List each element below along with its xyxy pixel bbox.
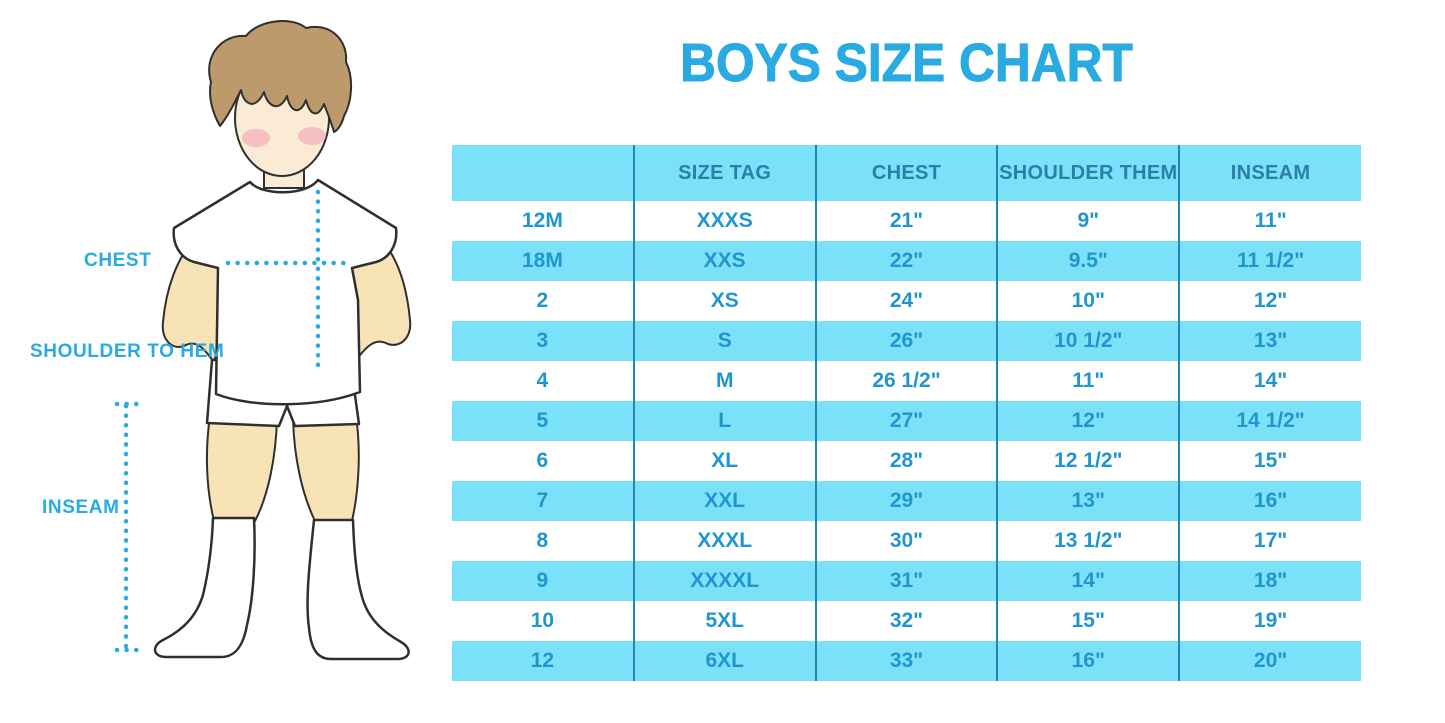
table-cell: 13"	[996, 481, 1180, 521]
table-row: 9 XXXXL 31" 14" 18"	[452, 561, 1361, 601]
table-cell: 9.5"	[996, 241, 1180, 281]
table-cell: XXXS	[632, 201, 816, 241]
table-cell: 14"	[1178, 361, 1361, 401]
boy-figure	[153, 20, 412, 661]
table-cell: 2	[536, 289, 549, 312]
table-cell: 13 1/2"	[996, 521, 1180, 561]
boy-sock-left	[153, 516, 256, 659]
table-row: 5 L 27" 12" 14 1/2"	[452, 401, 1361, 441]
table-cell: 12M	[521, 209, 563, 232]
table-cell: XXXL	[632, 521, 816, 561]
header-cell	[452, 145, 634, 201]
table-cell: 13"	[1178, 321, 1361, 361]
table-row: 10 5XL 32" 15" 19"	[452, 601, 1361, 641]
table-cell: 11"	[1178, 201, 1361, 241]
table-cell: 5	[536, 409, 549, 432]
size-chart-table: SIZE TAG CHEST SHOULDER THEM INSEAM 12M XXXS…	[452, 145, 1361, 681]
table-cell: 11"	[996, 361, 1180, 401]
table-row: 2 XS 24" 10" 12"	[452, 281, 1361, 321]
table-cell: 9"	[996, 201, 1180, 241]
table-cell: 6	[536, 449, 549, 472]
boy-leg-left	[205, 415, 278, 522]
table-cell: 15"	[1178, 441, 1361, 481]
table-cell: 17"	[1178, 521, 1361, 561]
table-cell: XL	[632, 441, 816, 481]
header-row: SIZE TAG CHEST SHOULDER THEM INSEAM	[452, 145, 1361, 201]
boy-arm-left	[161, 237, 223, 363]
table-row: 6 XL 28" 12 1/2" 15"	[452, 441, 1361, 481]
table-cell: XXS	[632, 241, 816, 281]
table-cell: S	[632, 321, 816, 361]
table-cell: 21"	[814, 201, 998, 241]
chest-label: CHEST	[84, 250, 152, 271]
boy-blush-right	[298, 127, 326, 145]
header-cell: CHEST	[814, 145, 998, 201]
header-cell: SIZE TAG	[632, 145, 816, 201]
table-cell: 16"	[996, 641, 1180, 681]
boy-illustration	[114, 20, 412, 661]
table-row: 7 XXL 29" 13" 16"	[452, 481, 1361, 521]
table-cell: 10"	[996, 281, 1180, 321]
header-cell: SHOULDER THEM	[996, 145, 1180, 201]
table-cell: 31"	[814, 561, 998, 601]
table-cell: 24"	[814, 281, 998, 321]
table-cell: 10	[530, 609, 555, 632]
measurement-guides	[114, 189, 349, 653]
table-cell: 12"	[1178, 281, 1361, 321]
table-cell: 9	[536, 569, 549, 592]
table-cell: 28"	[814, 441, 998, 481]
table-cell: 15"	[996, 601, 1180, 641]
table-cell: 29"	[814, 481, 998, 521]
table-cell: 19"	[1178, 601, 1361, 641]
table-row: 8 XXXL 30" 13 1/2" 17"	[452, 521, 1361, 561]
table-cell: XXL	[632, 481, 816, 521]
boy-blush-left	[242, 129, 270, 147]
table-cell: 12"	[996, 401, 1180, 441]
table-cell: 5XL	[632, 601, 816, 641]
table-cell: 14"	[996, 561, 1180, 601]
boy-shirt	[172, 178, 398, 406]
table-cell: 14 1/2"	[1178, 401, 1361, 441]
inseam-label: INSEAM	[42, 497, 120, 518]
table-cell: 26 1/2"	[814, 361, 998, 401]
table-row: 3 S 26" 10 1/2" 13"	[452, 321, 1361, 361]
table-cell: XS	[632, 281, 816, 321]
boy-hair	[208, 20, 352, 133]
table-cell: M	[632, 361, 816, 401]
table-cell: 6XL	[632, 641, 816, 681]
page-title: BOYS SIZE CHART	[680, 33, 1134, 94]
table-cell: 18M	[521, 249, 563, 272]
table-cell: 10 1/2"	[996, 321, 1180, 361]
table-row: 4 M 26 1/2" 11" 14"	[452, 361, 1361, 401]
table-cell: 18"	[1178, 561, 1361, 601]
table-cell: 27"	[814, 401, 998, 441]
header-cell: INSEAM	[1178, 145, 1361, 201]
table-cell: 8	[536, 529, 549, 552]
table-cell: 33"	[814, 641, 998, 681]
table-cell: 12 1/2"	[996, 441, 1180, 481]
table-cell: 22"	[814, 241, 998, 281]
table-cell: 30"	[814, 521, 998, 561]
table-cell: 16"	[1178, 481, 1361, 521]
table-cell: L	[632, 401, 816, 441]
table-cell: 11 1/2"	[1178, 241, 1361, 281]
table-cell: 32"	[814, 601, 998, 641]
table-row: 12M XXXS 21" 9" 11"	[452, 201, 1361, 241]
table-cell: 7	[536, 489, 549, 512]
table-cell: 20"	[1178, 641, 1361, 681]
table-row: 18M XXS 22" 9.5" 11 1/2"	[452, 241, 1361, 281]
table-body: 12M XXXS 21" 9" 11" 18M XXS 22" 9.5" 11 1/2" 2 XS 24…	[452, 201, 1361, 681]
table-row: 12 6XL 33" 16" 20"	[452, 641, 1361, 681]
table-cell: 12	[530, 649, 555, 672]
boy-leg-right	[292, 415, 360, 522]
boy-sock-right	[306, 518, 410, 661]
shoulder-to-hem-label: SHOULDER TO HEM	[30, 341, 225, 362]
table-cell: 4	[536, 369, 549, 392]
table-cell: 3	[536, 329, 549, 352]
table-cell: XXXXL	[632, 561, 816, 601]
table-cell: 26"	[814, 321, 998, 361]
